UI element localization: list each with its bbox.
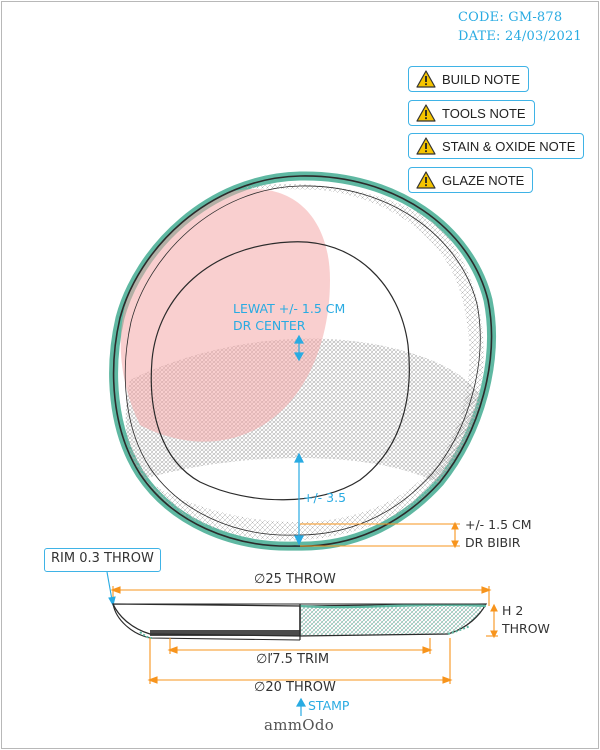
blush-zone [120,189,330,442]
side-rim-glaze [299,603,487,609]
warning-icon [416,70,436,88]
stain-oxide-note-label: STAIN & OXIDE NOTE [442,138,576,154]
warning-icon [416,104,436,122]
build-note-label: BUILD NOTE [442,71,521,87]
base-dimension [147,638,453,684]
plate-inner-rim-line [124,185,481,536]
base-diameter-label: ∅20 THROW [254,680,336,695]
diameter-label: ∅25 THROW [254,572,336,587]
glaze-note-label: GLAZE NOTE [442,172,525,188]
bottom-offset-arrow [294,452,304,546]
rim-label: RIM 0.3 THROW [44,548,161,572]
bottom-offset-label: +/- 3.5 [303,490,347,505]
tools-note-label: TOOLS NOTE [442,105,526,121]
warning-icon [416,171,436,189]
edge-dimension [300,521,460,549]
glaze-note-button[interactable]: GLAZE NOTE [408,167,534,193]
side-profile-right [299,603,488,637]
stamp-label: STAMP [308,698,350,713]
stamp-arrow [295,697,307,716]
center-offset-label-line1: LEWAT +/- 1.5 CM [233,301,346,316]
plate-outer-outline [112,175,493,547]
product-code: CODE: GM-878 [458,10,563,25]
foot-ring-section [150,630,300,636]
overall-diameter-dimension [110,586,492,606]
side-foot-glaze-left [139,631,153,639]
tools-note-button[interactable]: TOOLS NOTE [408,100,535,126]
edge-offset-label-line1: +/- 1.5 CM [465,517,532,532]
header-block: CODE: GM-878 DATE: 24/03/2021 [458,8,582,46]
drawing-date: DATE: 24/03/2021 [458,29,582,44]
rim-callout-arrow [106,571,116,607]
edge-offset-label-line2: DR BIBIR [465,535,521,550]
height-dimension [486,603,498,639]
trim-dimension [167,638,433,654]
trim-label: ∅ľ7.5 TRIM [256,652,330,667]
plate-well-outline [150,241,410,501]
height-label-line2: THROW [502,621,550,636]
build-note-button[interactable]: BUILD NOTE [408,66,530,92]
center-offset-label-line2: DR CENTER [233,318,306,333]
stain-oxide-note-button[interactable]: STAIN & OXIDE NOTE [408,133,585,159]
height-label-line1: H 2 [502,603,524,618]
warning-icon [416,137,436,155]
brand-logo: ammOdo [264,716,335,734]
center-offset-arrow [293,334,305,362]
side-profile-left-underside [112,603,301,641]
glaze-hatch-rim [140,183,484,541]
side-foot-glaze [447,625,471,635]
